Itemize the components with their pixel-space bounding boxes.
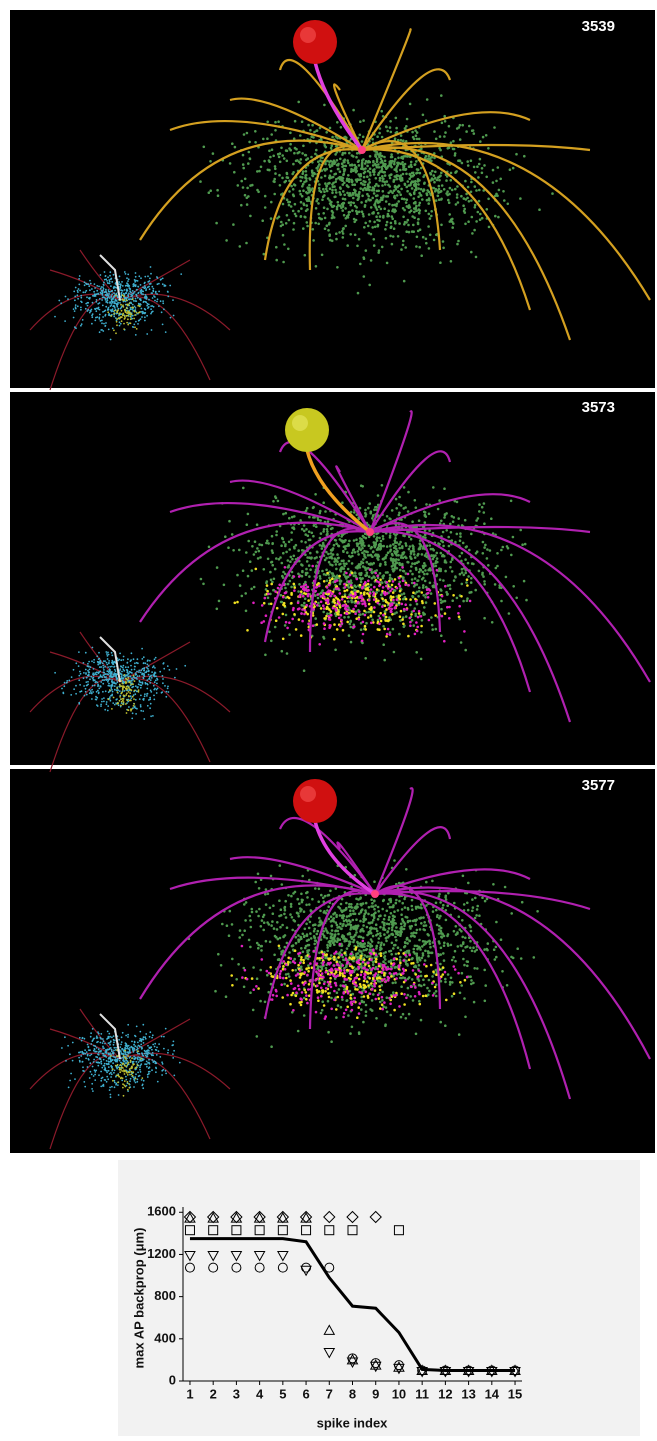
y-tick-label: 800: [154, 1288, 176, 1303]
soma: [293, 779, 337, 823]
y-tick-label: 1600: [147, 1204, 176, 1219]
x-tick-label: 6: [302, 1386, 309, 1401]
x-tick-label: 8: [349, 1386, 356, 1401]
x-tick-label: 14: [485, 1386, 500, 1401]
y-tick-label: 0: [169, 1372, 176, 1387]
page: {"panels": [{"label": "3539"}, {"label":…: [0, 0, 657, 1436]
panel-label: 3539: [582, 18, 615, 35]
x-axis-label: spike index: [317, 1415, 389, 1430]
panel-background: [10, 769, 655, 1153]
x-tick-label: 11: [415, 1386, 429, 1401]
panel-label: 3577: [582, 777, 615, 794]
y-tick-label: 1200: [147, 1246, 176, 1261]
x-tick-label: 1: [186, 1386, 193, 1401]
soma-highlight: [292, 415, 308, 431]
x-tick-label: 13: [461, 1386, 475, 1401]
x-tick-label: 7: [326, 1386, 333, 1401]
x-tick-label: 3: [233, 1386, 240, 1401]
x-tick-label: 5: [279, 1386, 286, 1401]
panel-label: 3573: [582, 399, 615, 416]
soma: [293, 20, 337, 64]
y-axis-label: max AP backprop (μm): [131, 1228, 146, 1369]
x-tick-label: 10: [392, 1386, 406, 1401]
hub: [371, 890, 379, 898]
soma-highlight: [300, 786, 316, 802]
x-tick-label: 2: [210, 1386, 217, 1401]
panel-background: [10, 10, 655, 388]
x-tick-label: 12: [438, 1386, 452, 1401]
hub: [358, 146, 366, 154]
x-tick-label: 4: [256, 1386, 264, 1401]
x-tick-label: 15: [508, 1386, 522, 1401]
y-tick-label: 400: [154, 1330, 176, 1345]
soma: [285, 408, 329, 452]
hub: [366, 528, 374, 536]
figure: 3539 3573 3577 spike index max AP backpr…: [0, 0, 657, 1436]
x-tick-label: 9: [372, 1386, 379, 1401]
soma-highlight: [300, 27, 316, 43]
